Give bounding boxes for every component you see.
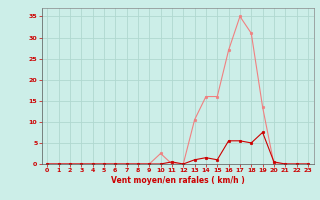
X-axis label: Vent moyen/en rafales ( km/h ): Vent moyen/en rafales ( km/h ) bbox=[111, 176, 244, 185]
